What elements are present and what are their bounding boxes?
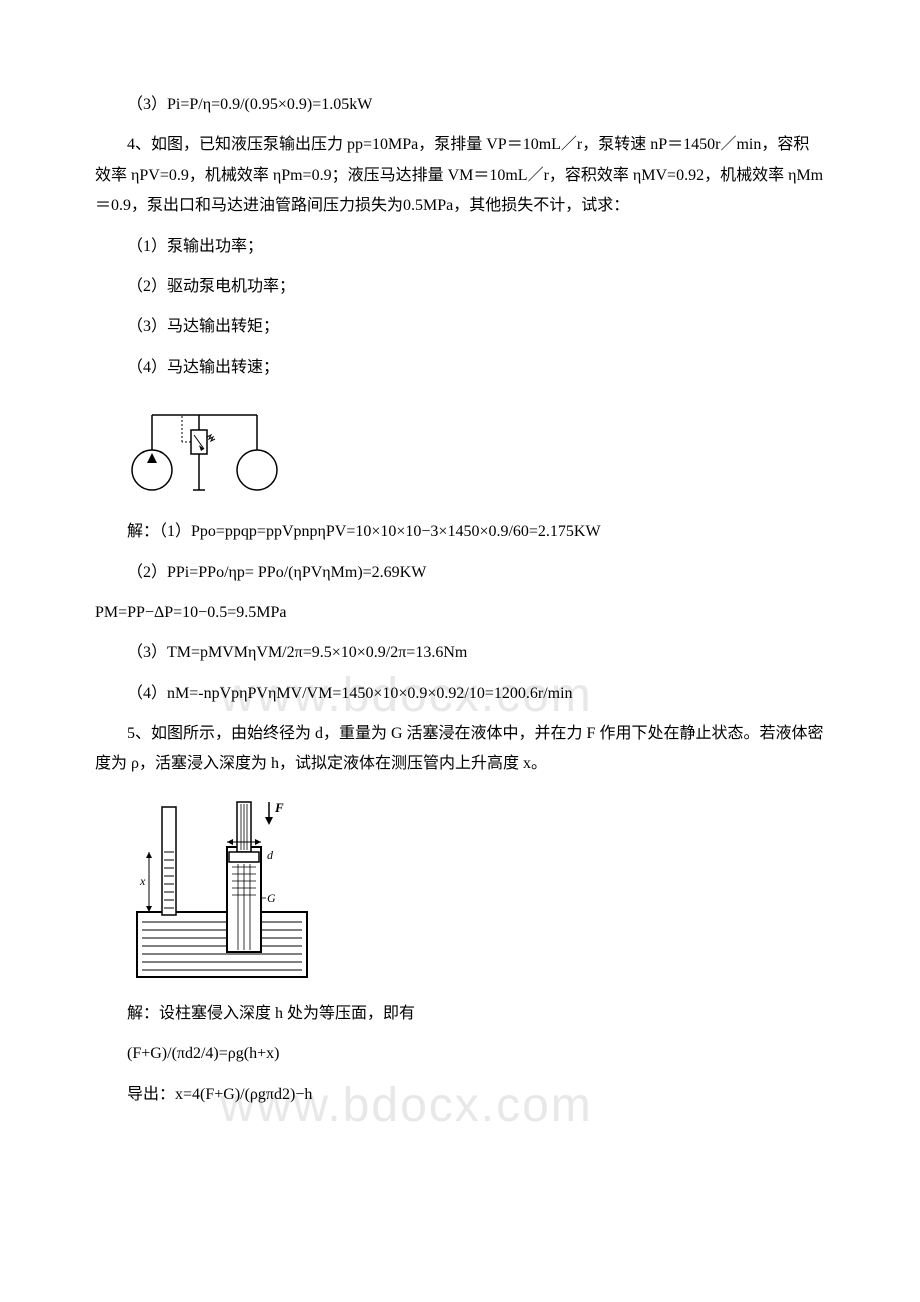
paragraph: (F+G)/(πd2/4)=ρg(h+x) — [95, 1039, 825, 1069]
label-d: d — [267, 848, 274, 862]
label-F: F — [274, 800, 284, 815]
label-x: x — [139, 874, 146, 888]
paragraph: （1）泵输出功率； — [95, 232, 825, 262]
paragraph: （4）nM=-npVpηPVηMV/VM=1450×10×0.9×0.92/10… — [95, 679, 825, 709]
piston-liquid-figure: x F — [127, 792, 825, 987]
paragraph: 4、如图，已知液压泵输出压力 pp=10MPa，泵排量 VP＝10mL／r，泵转… — [95, 130, 825, 221]
paragraph: PM=PP−ΔP=10−0.5=9.5MPa — [95, 598, 825, 628]
paragraph: （2）PPi=PPo/ηp= PPo/(ηPVηMm)=2.69KW — [95, 558, 825, 588]
paragraph: 导出：x=4(F+G)/(ρgπd2)−h — [95, 1080, 825, 1110]
paragraph: （2）驱动泵电机功率； — [95, 272, 825, 302]
paragraph: 解：设柱塞侵入深度 h 处为等压面，即有 — [95, 999, 825, 1029]
hydraulic-circuit-figure — [127, 395, 825, 505]
document-content: （3）Pi=P/η=0.9/(0.95×0.9)=1.05kW 4、如图，已知液… — [95, 90, 825, 1110]
paragraph: （4）马达输出转速； — [95, 353, 825, 383]
paragraph: 解：（1）Ppo=ppqp=ppVpnpηPV=10×10×10−3×1450×… — [95, 517, 825, 547]
paragraph: （3）TM=pMVMηVM/2π=9.5×10×0.9/2π=13.6Nm — [95, 638, 825, 668]
paragraph: 5、如图所示，由始终径为 d，重量为 G 活塞浸在液体中，并在力 F 作用下处在… — [95, 719, 825, 780]
label-G: G — [267, 891, 276, 905]
paragraph: （3）Pi=P/η=0.9/(0.95×0.9)=1.05kW — [95, 90, 825, 120]
paragraph: （3）马达输出转矩； — [95, 312, 825, 342]
